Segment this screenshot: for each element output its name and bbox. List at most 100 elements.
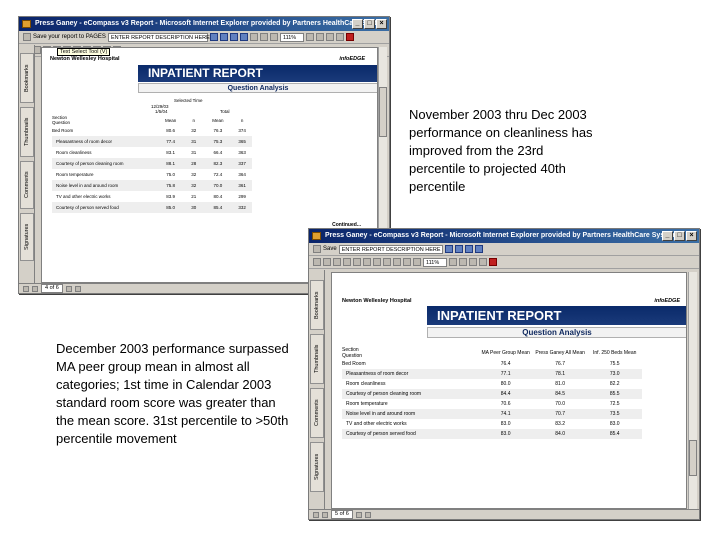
cell-value: 76.3 xyxy=(213,128,223,133)
zoom-out-icon[interactable] xyxy=(269,33,278,41)
side-tab-thumbnails[interactable]: Thumbnails xyxy=(20,107,34,157)
last-page-icon[interactable] xyxy=(239,33,248,41)
fit-page-icon[interactable] xyxy=(459,258,467,266)
table-row: Pleasantness of room decor 77.4 31 75.3 365 xyxy=(52,136,252,147)
rotate-icon[interactable] xyxy=(353,258,361,266)
side-tab-signatures[interactable]: Signatures xyxy=(310,442,324,492)
vertical-scrollbar[interactable] xyxy=(688,272,697,509)
zoom-in-icon[interactable] xyxy=(449,258,457,266)
fit-width-icon[interactable] xyxy=(469,258,477,266)
next-page-status-icon[interactable] xyxy=(65,285,72,292)
scrollbar-thumb[interactable] xyxy=(379,87,387,137)
cell-value: 28 xyxy=(191,161,197,166)
zoom-in-icon[interactable] xyxy=(305,33,314,41)
window-titlebar[interactable]: Press Ganey - eCompass v3 Report - Micro… xyxy=(309,229,699,243)
first-page-icon[interactable] xyxy=(209,33,218,41)
zoom-tool-icon[interactable] xyxy=(323,258,331,266)
prev-page-status-icon[interactable] xyxy=(32,285,38,292)
side-tab-comments[interactable]: Comments xyxy=(310,388,324,438)
side-tab-signatures[interactable]: Signatures xyxy=(20,213,34,261)
graphics-select-icon[interactable] xyxy=(343,258,351,266)
print-icon[interactable] xyxy=(363,258,371,266)
side-tab-bookmarks[interactable]: Bookmarks xyxy=(20,53,34,103)
maximize-icon[interactable]: □ xyxy=(364,19,375,29)
back-icon[interactable] xyxy=(249,33,258,41)
col-header-pg-all-mean: Press Ganey All Mean xyxy=(535,350,585,356)
forward-icon[interactable] xyxy=(403,258,411,266)
forward-icon[interactable] xyxy=(259,33,268,41)
cell-value: 361 xyxy=(238,183,246,188)
next-page-status-icon[interactable] xyxy=(355,511,362,518)
table-row: Courtesy of person served food 85.0 30 85.4… xyxy=(52,202,252,213)
close-icon[interactable]: × xyxy=(686,231,697,241)
save-report-label[interactable]: Save your report to PAGES xyxy=(33,34,106,40)
vertical-scrollbar[interactable] xyxy=(378,47,387,283)
side-tab-comments[interactable]: Comments xyxy=(20,161,34,209)
zoom-out-icon[interactable] xyxy=(413,258,421,266)
section-label: Bed Room xyxy=(342,361,366,367)
fit-page-icon[interactable] xyxy=(315,33,324,41)
save-label[interactable]: Save xyxy=(323,246,337,252)
table-row: Room temperature 75.0 32 72.4 364 xyxy=(52,169,252,180)
single-page-icon[interactable] xyxy=(479,258,487,266)
page-indicator[interactable]: 4 of 6 xyxy=(41,284,63,293)
report-description-input[interactable]: ENTER REPORT DESCRIPTION HERE xyxy=(107,32,210,42)
question-analysis-table: Section Question MA Peer Group Mean Pres… xyxy=(342,347,642,439)
side-tab-thumbnails[interactable]: Thumbnails xyxy=(310,334,324,384)
table-row: Bed Room 76.4 76.7 75.5 xyxy=(342,359,642,369)
email-icon[interactable] xyxy=(373,258,381,266)
col-header-n: n xyxy=(192,117,195,123)
scrollbar-thumb[interactable] xyxy=(689,440,697,476)
table-row: Bed Room 80.6 32 76.3 374 xyxy=(52,125,252,136)
maximize-icon[interactable]: □ xyxy=(674,231,685,241)
zoom-field[interactable]: 111% xyxy=(279,32,304,42)
report-description-input[interactable]: ENTER REPORT DESCRIPTION HERE xyxy=(338,244,443,254)
search-icon[interactable] xyxy=(335,33,344,41)
previous-page-icon[interactable] xyxy=(219,33,228,41)
back-icon[interactable] xyxy=(393,258,401,266)
first-page-status-icon[interactable] xyxy=(313,511,319,518)
question-label: Courtesy of person cleaning room xyxy=(56,161,124,166)
search-icon[interactable] xyxy=(383,258,391,266)
cell-value: 72.4 xyxy=(213,172,223,177)
side-tab-bookmarks[interactable]: Bookmarks xyxy=(310,280,324,330)
cell-value: 77.4 xyxy=(166,139,176,144)
report-subtitle: Question Analysis xyxy=(427,327,686,338)
minimize-icon[interactable]: _ xyxy=(662,231,673,241)
zoom-field[interactable]: 111% xyxy=(423,257,447,267)
toolbar-row-2: 111% xyxy=(309,256,699,269)
fit-width-icon[interactable] xyxy=(325,33,334,41)
first-page-status-icon[interactable] xyxy=(23,285,29,292)
cell-value: 374 xyxy=(238,128,246,133)
acrobat-icon[interactable] xyxy=(345,33,354,41)
table-row: Courtesy of person served food 83.0 84.0 85… xyxy=(342,429,642,439)
next-page-icon[interactable] xyxy=(464,245,473,253)
first-page-icon[interactable] xyxy=(444,245,453,253)
cell-value: 78.1 xyxy=(555,371,566,377)
table-row: Room cleanliness 83.1 31 66.4 363 xyxy=(52,147,252,158)
save-icon[interactable] xyxy=(23,33,31,41)
window-titlebar[interactable]: Press Ganey - eCompass v3 Report - Micro… xyxy=(19,17,389,31)
last-page-status-icon[interactable] xyxy=(364,511,371,518)
side-tabs: Bookmarks Thumbnails Comments Signatures xyxy=(309,270,325,509)
save-icon[interactable] xyxy=(313,245,321,253)
page-indicator[interactable]: 5 of 6 xyxy=(331,510,353,519)
cell-value: 80.6 xyxy=(166,128,176,133)
cell-value: 70.7 xyxy=(555,411,566,417)
previous-page-icon[interactable] xyxy=(454,245,463,253)
cell-value: 83.0 xyxy=(500,421,511,427)
last-page-status-icon[interactable] xyxy=(74,285,81,292)
question-label: TV and other electric works xyxy=(346,421,407,427)
hand-tool-icon[interactable] xyxy=(313,258,321,266)
toolbar-row-1: Save your report to PAGES ENTER REPORT D… xyxy=(19,31,389,44)
cell-value: 74.1 xyxy=(500,411,511,417)
text-select-icon[interactable] xyxy=(333,258,341,266)
acrobat-icon[interactable] xyxy=(489,258,497,266)
next-page-icon[interactable] xyxy=(229,33,238,41)
col-header-ma-peer-mean: MA Peer Group Mean xyxy=(481,350,530,356)
prev-page-status-icon[interactable] xyxy=(322,511,328,518)
question-label: Courtesy of person served food xyxy=(346,431,416,437)
close-icon[interactable]: × xyxy=(376,19,387,29)
minimize-icon[interactable]: _ xyxy=(352,19,363,29)
last-page-icon[interactable] xyxy=(474,245,483,253)
